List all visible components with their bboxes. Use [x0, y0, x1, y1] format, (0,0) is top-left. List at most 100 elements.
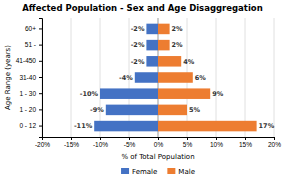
title: Affected Population - Sex and Age Disagg…	[22, 3, 262, 13]
x-tick-label: -20%	[35, 141, 50, 148]
y-tick-label: 1 - 20	[19, 106, 36, 113]
data-label: 2%	[172, 41, 184, 49]
x-tick-label: 5%	[183, 141, 193, 148]
y-tick-label: 0 - 12	[19, 122, 36, 129]
bar	[146, 56, 158, 67]
y-tick-mark	[39, 77, 42, 78]
y-tick: 1 - 20	[19, 106, 42, 113]
bar	[158, 56, 181, 67]
x-tick: -10%	[93, 137, 108, 148]
x-tick: 15%	[239, 137, 252, 148]
data-label: 17%	[259, 122, 275, 130]
legend-item: Female	[121, 168, 157, 176]
data-label: -2%	[131, 41, 145, 49]
bar	[158, 105, 187, 116]
x-tick-mark	[100, 137, 101, 140]
x-axis-title: % of Total Population	[121, 153, 194, 161]
y-tick: 31-40	[19, 74, 42, 81]
x-tick-mark	[245, 137, 246, 140]
legend-swatch	[121, 168, 129, 174]
y-tick-label: 31-40	[19, 74, 36, 81]
bars	[94, 24, 256, 132]
x-tick: -5%	[124, 137, 136, 148]
data-label: -10%	[80, 90, 99, 98]
data-label: 6%	[195, 74, 207, 82]
y-tick: 0 - 12	[19, 122, 42, 129]
y-tick: 60+	[25, 25, 42, 32]
x-tick: -15%	[64, 137, 79, 148]
bar	[146, 40, 158, 51]
x-tick: 5%	[183, 137, 193, 148]
x-tick-label: -15%	[64, 141, 79, 148]
legend-label: Female	[132, 168, 157, 176]
data-label: -9%	[90, 106, 104, 114]
bar	[158, 40, 170, 51]
y-tick-label: 60+	[25, 25, 36, 32]
y-tick-mark	[39, 109, 42, 110]
x-tick: 20%	[268, 137, 281, 148]
y-axis-title: Age Range (years)	[4, 45, 12, 110]
grid-line	[274, 18, 275, 137]
grid-line	[71, 18, 72, 137]
y-tick: 41-450	[16, 57, 42, 64]
y-tick: 1 - 30	[19, 90, 42, 97]
x-tick-mark	[129, 137, 130, 140]
x-axis: -20% -15% -10% -5% 0% 5% 10% 15% 20%	[35, 137, 281, 148]
data-label: 2%	[172, 25, 184, 33]
x-tick-label: 20%	[268, 141, 281, 148]
legend-label: Male	[178, 168, 195, 176]
data-label: -2%	[131, 58, 145, 66]
y-axis: 0 - 12 1 - 20 1 - 30 31-40 41-450 51 - 60+	[16, 19, 43, 138]
y-tick: 51 -	[25, 41, 42, 48]
grid	[42, 18, 274, 137]
grid-line	[100, 18, 101, 137]
bar	[100, 88, 158, 99]
data-label: 4%	[183, 58, 195, 66]
data-label: -4%	[119, 74, 133, 82]
grid-line	[245, 18, 246, 137]
x-tick-label: -10%	[93, 141, 108, 148]
x-tick: -20%	[35, 137, 50, 148]
y-tick-mark	[39, 126, 42, 127]
data-label: 5%	[189, 106, 201, 114]
legend-swatch	[167, 168, 175, 174]
y-tick-mark	[39, 61, 42, 62]
x-tick-mark	[274, 137, 275, 140]
series	[158, 24, 257, 132]
bar	[94, 121, 158, 132]
bar	[106, 105, 158, 116]
bar	[158, 72, 193, 83]
bar	[158, 121, 257, 132]
y-tick-mark	[39, 28, 42, 29]
bar	[135, 72, 158, 83]
plot-area: -11% -9% -10% -4% -2% -2% -2% 17% 5% 9% 6%4% 2% 2% -2…	[16, 18, 281, 148]
x-tick-mark	[216, 137, 217, 140]
data-labels: -11% -9% -10% -4% -2% -2% -2% 17% 5% 9% 6%4% 2% 2%	[74, 25, 275, 130]
x-tick-label: 0%	[154, 141, 164, 148]
x-tick-mark	[158, 137, 159, 140]
legend: Female Male	[121, 168, 195, 176]
chart: -11% -9% -10% -4% -2% -2% -2% 17% 5% 9% 6%4% 2% 2% -2…	[0, 0, 285, 177]
x-tick-label: 10%	[210, 141, 223, 148]
y-tick-label: 51 -	[25, 41, 36, 48]
x-tick: 0%	[154, 137, 164, 148]
data-label: 9%	[212, 90, 224, 98]
x-tick-label: -5%	[124, 141, 136, 148]
bar	[158, 88, 210, 99]
data-label: -11%	[74, 122, 93, 130]
y-tick-mark	[39, 93, 42, 94]
series	[94, 24, 158, 132]
data-label: -2%	[131, 25, 145, 33]
legend-item: Male	[167, 168, 195, 176]
x-tick: 10%	[210, 137, 223, 148]
x-axis-line	[43, 138, 275, 141]
grid-line	[216, 18, 217, 137]
x-tick-label: 15%	[239, 141, 252, 148]
bar	[146, 24, 158, 35]
y-tick-label: 1 - 30	[19, 90, 36, 97]
y-tick-mark	[39, 45, 42, 46]
y-axis-line	[39, 19, 43, 138]
bar	[158, 24, 170, 35]
x-tick-mark	[71, 137, 72, 140]
y-tick-label: 41-450	[16, 57, 37, 64]
